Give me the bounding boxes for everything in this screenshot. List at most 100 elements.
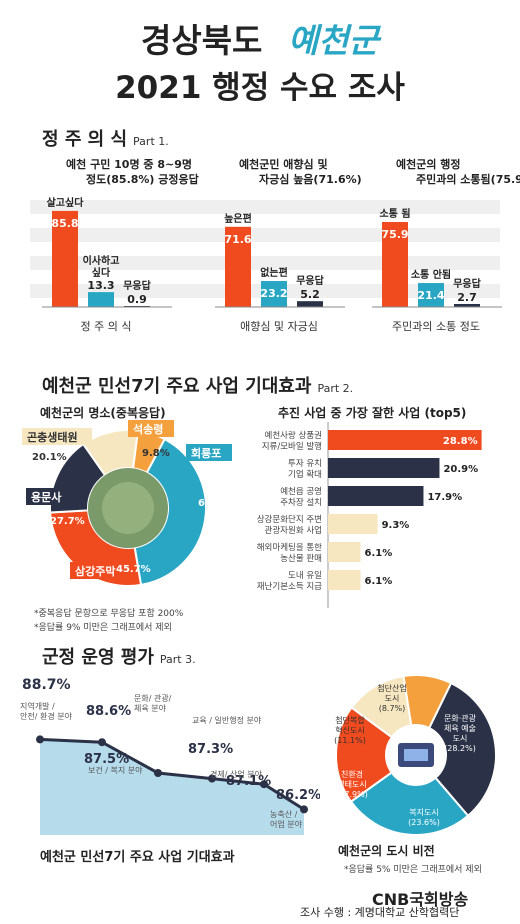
pie1-label-box-1: [70, 562, 128, 579]
area-point-2: [154, 769, 162, 777]
bar-label-1-2: 무응답: [296, 275, 324, 287]
pie2-label-3-0: 첨단복합: [335, 715, 365, 725]
chart-area-evaluation: 88.7% 88.6% 87.5% 87.3% 87.1% 86.2% 지역개발 /안전/ …: [20, 677, 320, 835]
bar-label-2-0: 소통 됨: [379, 208, 410, 220]
pie2-label-0-1: 체육 예술: [444, 723, 476, 733]
footer-source: 조사 수행 : 계명대학교 산학협력단: [300, 906, 460, 919]
group-heading-0: 예천 구민 10명 중 8~9명: [66, 157, 192, 171]
bar-0-0: [52, 210, 78, 307]
pie2-label-0-2: 도시: [453, 734, 468, 743]
area-value-4: 87.1%: [226, 774, 271, 789]
group-heading2-0: 정도(85.8%) 긍정응답: [86, 172, 199, 186]
section2-title: 예천군 민선7기 주요 사업 기대효과 Part 2.: [42, 376, 354, 397]
hbar-bar-2: [328, 486, 424, 506]
pie2-label-0-0: 문화·관광: [444, 713, 477, 723]
pie1-value-0: 67.6%: [198, 498, 233, 509]
hbar-label1-3: 상강문화단지 주변: [257, 514, 322, 525]
area-point-5: [300, 805, 308, 814]
pie1-value-2: 27.7%: [50, 516, 85, 527]
pie1-center-photo-inner: [102, 482, 154, 534]
area-cat2-1: 체육 분야: [134, 703, 167, 713]
hbar-value-1: 20.9%: [443, 464, 478, 475]
pie1-label-2: 용문사: [31, 490, 62, 504]
area-value-1: 88.6%: [86, 704, 131, 719]
area-point-3: [208, 774, 216, 783]
pie1-label-3: 곤충생태원: [27, 430, 78, 444]
pie2-note: *응답률 5% 미만은 그래프에서 제외: [344, 865, 482, 875]
pie1-title: 예천군의 명소(중복응답): [40, 406, 166, 420]
hbar-value-0: 28.8%: [443, 436, 478, 447]
pie2-value-0: (28.2%): [444, 744, 476, 753]
bar-value-0-1: 13.3: [87, 279, 114, 292]
hbar-label1-2: 예천읍 공영: [280, 486, 322, 497]
bar-1-0: [225, 226, 251, 307]
pie2-center-icon-screen: [404, 749, 428, 761]
bar-value-1-1: 23.2: [260, 287, 287, 300]
area-cat1-2: 보건 / 복지 분야: [88, 765, 143, 775]
bar-2-0: [382, 221, 408, 307]
bar-value-1-2: 5.2: [300, 288, 320, 301]
pie1-label-0: 회룡포: [191, 446, 221, 460]
pie2-label-3-1: 혁신도시: [335, 726, 364, 735]
area-value-2: 87.5%: [84, 752, 129, 767]
bar-0-2: [124, 305, 150, 307]
bar-value-1-0: 71.6: [224, 233, 251, 246]
hbar-label2-5: 재난기본소득 지급: [257, 582, 322, 592]
pie1-label-4: 석송령: [133, 422, 163, 436]
section2-part: Part 2.: [317, 382, 354, 395]
pie1-label-box-2: [26, 488, 72, 505]
area-cat2-5: 어업 분야: [270, 819, 303, 829]
bar-label-1-0: 높은편: [224, 212, 252, 225]
hbar-value-5: 6.1%: [365, 576, 393, 587]
pie2-label-1-0: 복지도시: [409, 808, 438, 817]
area-value-0: 88.7%: [22, 677, 71, 693]
hbar-label1-0: 예천사랑 상품권: [265, 430, 322, 441]
bar-value-2-0: 75.9: [381, 228, 408, 241]
pie2-value-3: (11.1%): [334, 736, 366, 745]
group-heading2-1: 자긍심 높음(71.6%): [259, 172, 362, 186]
header-title-line2: 2021 행정 수요 조사: [115, 70, 405, 106]
bar-0-1: [88, 292, 114, 307]
group-axis-label-0: 정 주 의 식: [81, 320, 132, 333]
grid-band: [30, 200, 500, 214]
header-prefix: 경상북도: [140, 21, 263, 60]
pie1-label-box-0: [186, 444, 232, 461]
area-fill: [40, 739, 304, 835]
pie2-title: 예천군의 도시 비전: [338, 844, 435, 858]
bar-2-1: [418, 283, 444, 307]
section3-title: 군정 운영 평가 Part 3.: [42, 647, 196, 668]
area-cat2-0: 안전/ 환경 분야: [20, 711, 73, 721]
pie2-value-1: (23.6%): [408, 818, 440, 827]
pie1-value-4: 9.8%: [142, 448, 170, 459]
pie1-value-1: 45.7%: [116, 564, 151, 575]
pie2-label-2-0: 친환경: [341, 769, 363, 779]
pie1-value-3: 20.1%: [32, 452, 67, 463]
bar-label-2-1: 소통 안됨: [411, 268, 451, 281]
area-point-4: [260, 780, 268, 789]
hbar-label2-1: 기업 확대: [288, 469, 322, 480]
pie2-label-4-1: 도시: [385, 694, 400, 703]
pie2-value-2: (17.9%): [336, 790, 368, 799]
footer-band: [0, 882, 520, 924]
bar-label-1-1: 없는편: [260, 266, 288, 279]
pie1-label-box-4: [128, 420, 174, 437]
bar-1-1: [261, 281, 287, 307]
footer-brand: CNB국회방송: [372, 890, 469, 909]
hbar-label2-3: 관광자원화 사업: [265, 525, 322, 536]
chart-pie-attractions: 회룡포 67.6% 삼강주막 45.7% 용문사 27.7% 곤충생태원 20.1% 석송령 9.…: [22, 420, 233, 587]
pie1-label-1: 삼강주막: [75, 564, 115, 578]
area-value-3: 87.3%: [188, 742, 233, 757]
area-point-0: [36, 735, 44, 744]
hbar-bar-4: [328, 542, 361, 562]
section1-title: 정 주 의 식 Part 1.: [42, 129, 169, 150]
area-cat1-0: 지역개발 /: [20, 701, 55, 711]
area-value-5: 86.2%: [276, 788, 320, 803]
pie2-label-2-1: 생태도시: [337, 779, 366, 789]
hbar-label1-5: 도내 유일: [288, 571, 322, 581]
header-highlight: 예천군: [287, 21, 380, 60]
area-cat1-3: 교육 / 일반행정 분야: [192, 715, 262, 725]
hbar-label2-2: 주차장 설치: [280, 497, 322, 508]
area-cat1-4: 경제/ 산업 분야: [210, 769, 263, 779]
